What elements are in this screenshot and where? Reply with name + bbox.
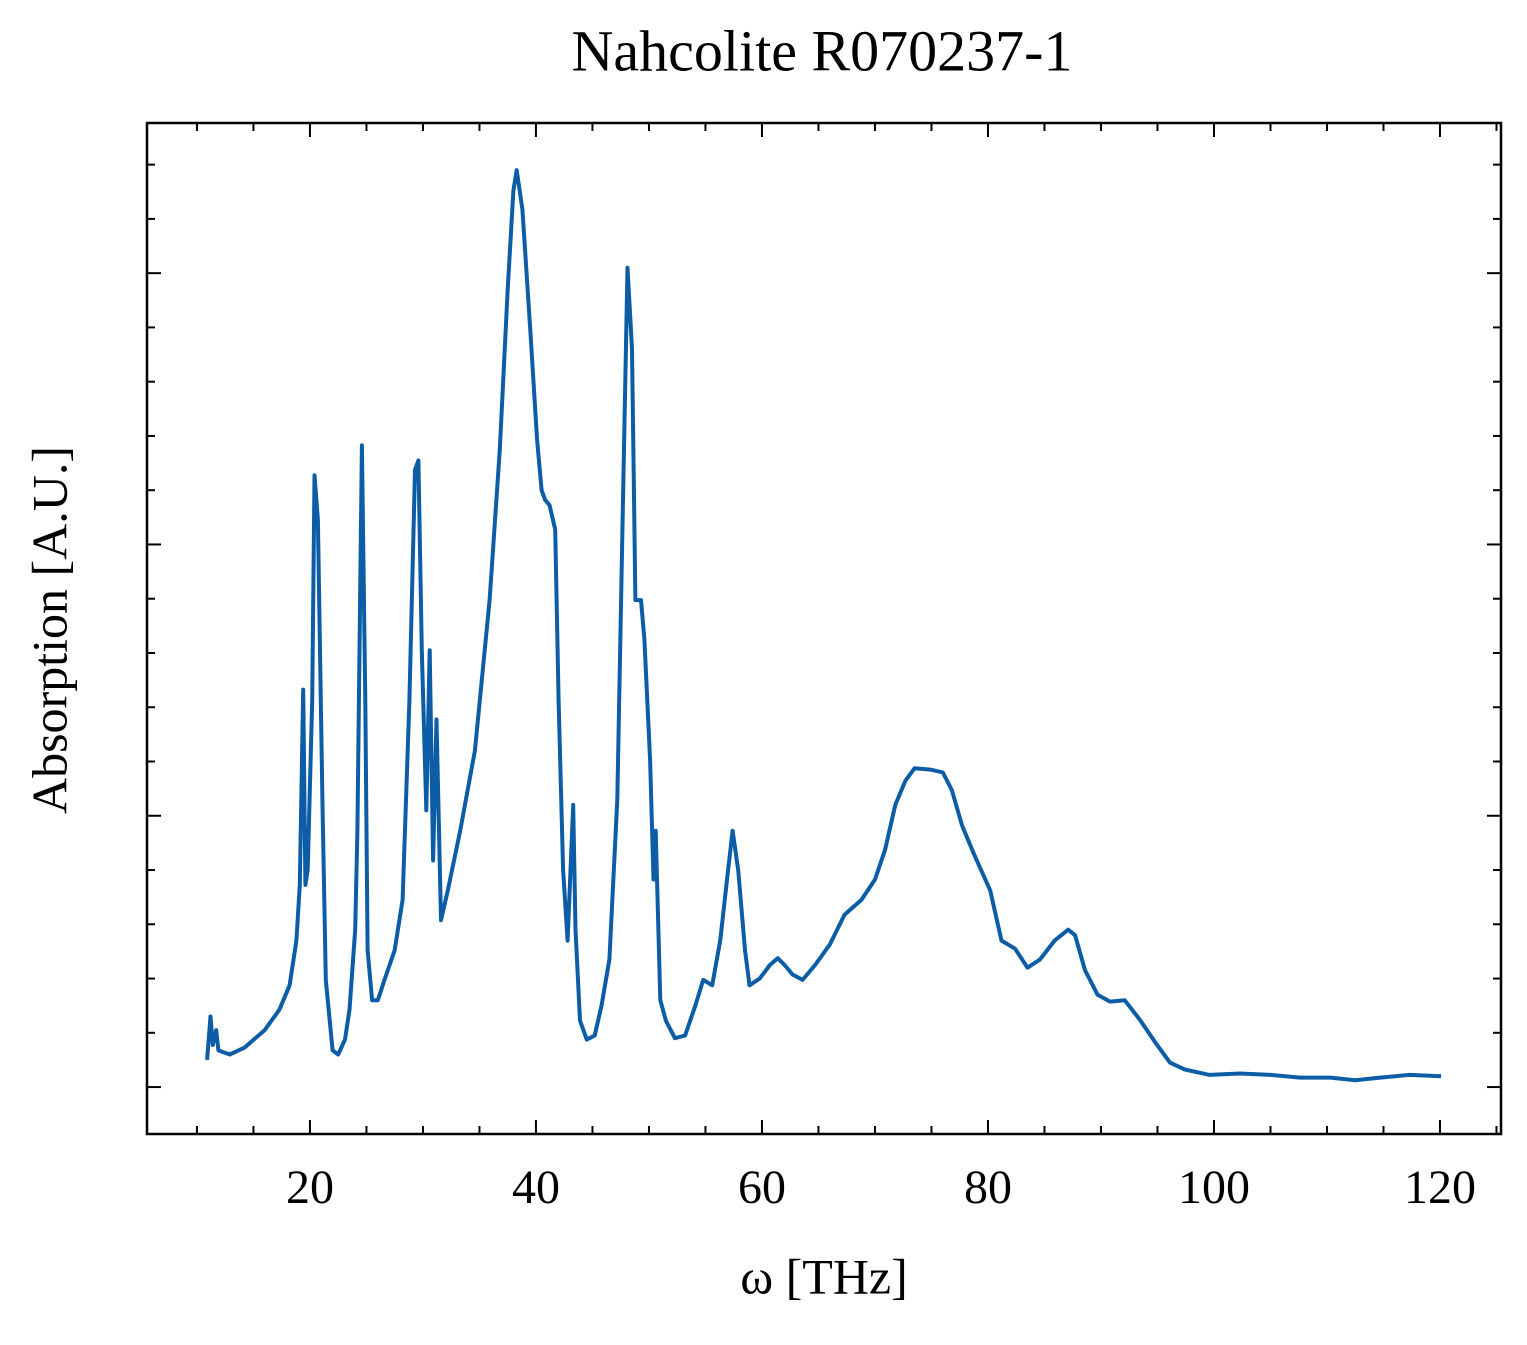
x-tick-label: 80 (964, 1161, 1012, 1214)
x-tick-label: 20 (286, 1161, 334, 1214)
x-axis-label: ω [THz] (740, 1248, 908, 1304)
y-axis-label: Absorption [A.U.] (21, 446, 77, 814)
x-tick-label: 100 (1178, 1161, 1250, 1214)
x-tick-label: 120 (1404, 1161, 1476, 1214)
chart-title: Nahcolite R070237-1 (572, 18, 1073, 83)
x-tick-label: 60 (738, 1161, 786, 1214)
plot-frame (145, 121, 1503, 1136)
spectrum-line (205, 168, 1442, 1083)
x-tick-label: 40 (512, 1161, 560, 1214)
